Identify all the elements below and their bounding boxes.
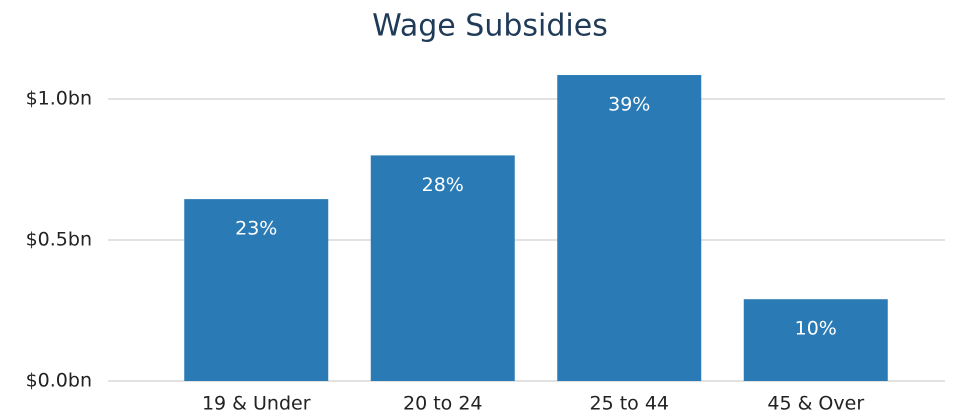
y-tick-label: $0.0bn	[26, 370, 92, 392]
data-label: 28%	[422, 174, 464, 196]
bar	[184, 199, 329, 381]
y-tick-label: $1.0bn	[26, 88, 92, 110]
bar	[743, 299, 888, 381]
data-label: 10%	[795, 318, 837, 340]
data-label: 39%	[608, 94, 650, 116]
bar	[370, 155, 515, 381]
x-tick-label: 45 & Over	[767, 393, 864, 415]
chart-title: Wage Subsidies	[372, 9, 608, 44]
x-tick-label: 19 & Under	[202, 393, 311, 415]
x-tick-label: 20 to 24	[403, 393, 483, 415]
x-tick-label: 25 to 44	[589, 393, 669, 415]
data-label: 23%	[235, 218, 277, 240]
bar	[557, 75, 702, 381]
y-tick-label: $0.5bn	[26, 229, 92, 251]
